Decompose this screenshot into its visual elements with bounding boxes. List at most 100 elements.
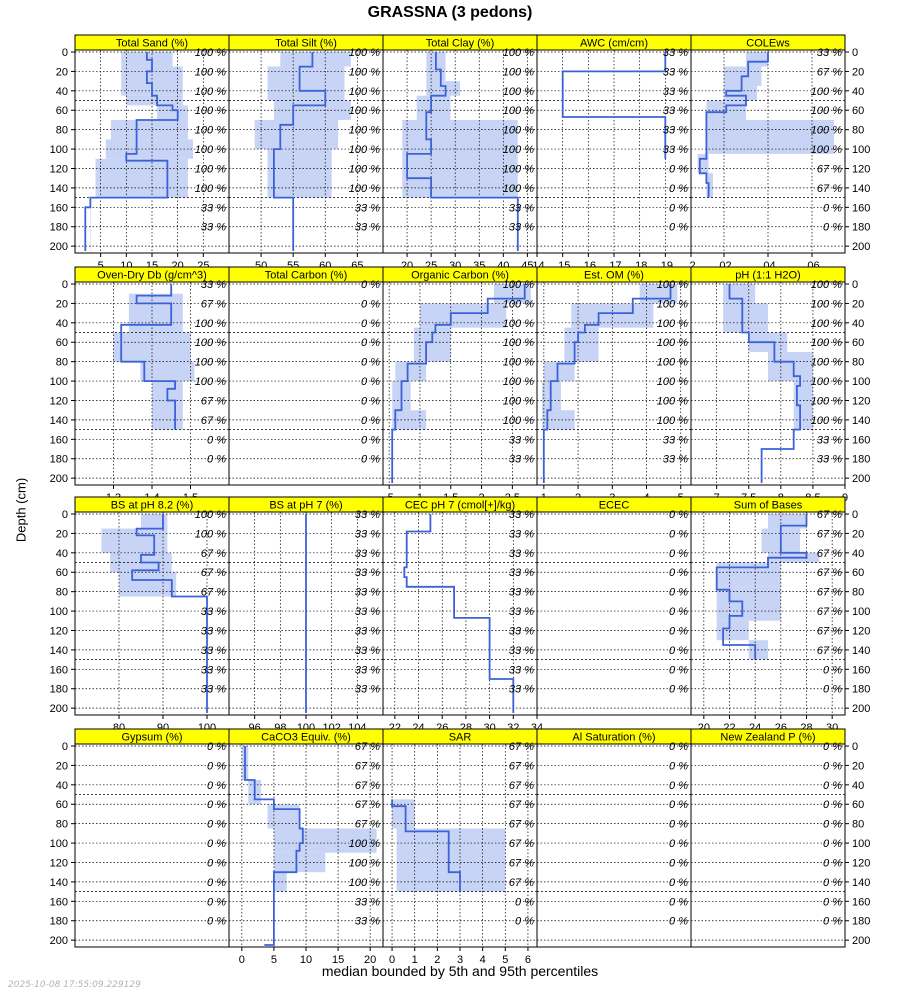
panel-20-pct-label-0: 0 % (823, 741, 842, 753)
panel-14-strip-label: ECEC (599, 500, 630, 512)
panel-3-band-2 (416, 95, 451, 120)
panel-17-pct-label-5: 100 % (349, 838, 380, 850)
panel-16-pct-label-5: 0 % (207, 838, 226, 850)
panel-1-ytick-label-8: 160 (50, 202, 68, 214)
panel-4-pct-label-7: 0 % (669, 183, 688, 195)
panel-5: COLEws 33 % 67 % 100 % 100 % 100 % 100 % 67 % 67… (690, 34, 870, 272)
panel-15-ytick-label-8: 160 (852, 664, 870, 676)
panel-9-pct-label-8: 33 % (663, 434, 688, 446)
panel-5-ytick-label-6: 120 (852, 163, 870, 175)
panel-5-band-5 (697, 153, 709, 174)
panel-10-pct-label-9: 33 % (817, 454, 842, 466)
panel-13-strip-label: CEC pH 7 (cmol[+]/kg) (405, 500, 515, 512)
panel-6-ytick-label-6: 120 (50, 395, 68, 407)
panel-10-band-4 (793, 381, 813, 430)
panel-16-frame (74, 743, 230, 948)
panel-16-plot-area (75, 745, 229, 941)
panel-8-pct-label-7: 100 % (503, 415, 534, 427)
panel-18-pct-label-6: 67 % (509, 857, 534, 869)
panel-2-pct-label-9: 33 % (355, 222, 380, 234)
panel-17-band-3 (273, 828, 377, 853)
panel-8-strip-label: Organic Carbon (%) (411, 270, 509, 282)
panel-5-plot-area (691, 50, 845, 253)
panel-1-ytick-label-6: 120 (50, 163, 68, 175)
panel-17-pct-label-6: 100 % (349, 857, 380, 869)
panel-20-pct-label-9: 0 % (823, 916, 842, 928)
panel-16: Gypsum (%) 0 % 0 % 0 % 0 % 0 % 0 % 0 % 0 % 0 % 0 %… (50, 728, 230, 948)
panel-10-strip-label: pH (1:1 H2O) (735, 270, 800, 282)
panel-7-pct-label-4: 0 % (361, 357, 380, 369)
panel-8-band-5 (392, 410, 427, 430)
panel-17-band-5 (273, 872, 287, 892)
panel-19-pct-label-2: 0 % (669, 780, 688, 792)
panel-10-ytick-label-5: 100 (852, 376, 870, 388)
panel-6-band-0 (128, 293, 183, 333)
panel-13-pct-label-3: 33 % (509, 567, 534, 579)
panel-7-pct-label-7: 0 % (361, 415, 380, 427)
panel-5-band-0 (746, 52, 768, 67)
panel-4-pct-label-8: 0 % (669, 202, 688, 214)
panel-15-pct-label-3: 67 % (817, 567, 842, 579)
panel-15-pct-label-9: 0 % (823, 684, 842, 696)
panel-19-pct-label-4: 0 % (669, 819, 688, 831)
panel-9-strip-label: Est. OM (%) (584, 270, 644, 282)
panel-2-plot-area (229, 50, 383, 253)
panel-2-pct-label-2: 100 % (349, 86, 380, 98)
panel-6-ytick-label-3: 60 (56, 337, 68, 349)
panel-5-ytick-label-8: 160 (852, 202, 870, 214)
panel-16-ytick-label-6: 120 (50, 857, 68, 869)
panel-3-pct-label-4: 100 % (503, 125, 534, 137)
y-axis-title: Depth (cm) (13, 478, 28, 542)
panel-14: ECEC 0 % 0 % 0 % 0 % 0 % 0 % 0 % 0 % 0 % 0 % (536, 496, 692, 716)
panel-8-pct-label-4: 100 % (503, 357, 534, 369)
panel-1-pct-label-7: 100 % (195, 183, 226, 195)
panel-20-plot-area (691, 745, 845, 941)
panel-18-xtick-label-3: 3 (457, 954, 463, 966)
panel-2-pct-label-0: 100 % (349, 47, 380, 59)
panel-8-pct-label-6: 100 % (503, 395, 534, 407)
panel-15-frame (690, 511, 846, 716)
panel-11-ytick-label-0: 0 (62, 509, 68, 521)
panel-13-pct-label-2: 33 % (509, 548, 534, 560)
panel-5-ytick-label-2: 40 (852, 86, 864, 98)
panel-18-pct-label-8: 0 % (515, 896, 534, 908)
panel-20-frame (690, 743, 846, 948)
panel-1-pct-label-5: 100 % (195, 144, 226, 156)
panel-1-median-line (84, 52, 179, 251)
panel-10-pct-label-4: 100 % (811, 357, 842, 369)
panel-1-ytick-label-4: 80 (56, 125, 68, 137)
panel-17-band-2 (267, 804, 300, 829)
panel-13-pct-label-6: 33 % (509, 625, 534, 637)
panel-10-pct-label-5: 100 % (811, 376, 842, 388)
panel-20-pct-label-6: 0 % (823, 857, 842, 869)
panel-1-ytick-label-0: 0 (62, 47, 68, 59)
panel-13-pct-label-4: 33 % (509, 587, 534, 599)
panel-3-pct-label-5: 100 % (503, 144, 534, 156)
panel-14-pct-label-0: 0 % (669, 509, 688, 521)
panel-2: Total Silt (%) 100 % 100 % 100 % 100 % 100 % 1… (228, 34, 384, 272)
panel-6: Oven-Dry Db (g/cm^3)33 % 67 % 100 % 100 % 10… (50, 266, 230, 504)
y-axis-title-text: Depth (cm) (13, 478, 28, 542)
panel-9-pct-label-3: 100 % (657, 337, 688, 349)
panel-20: New Zealand P (%) 0 % 0 % 0 % 0 % 0 % 0 % 0 % 0 … (690, 728, 870, 948)
panel-1-band-2 (126, 95, 183, 106)
panel-5-strip-label: COLEws (746, 38, 790, 50)
panel-1-pct-label-8: 33 % (201, 202, 226, 214)
panel-16-strip-label: Gypsum (%) (121, 732, 182, 744)
panel-16-ytick-label-5: 100 (50, 838, 68, 850)
panel-4-pct-label-9: 0 % (669, 222, 688, 234)
panel-11-ytick-label-2: 40 (56, 548, 68, 560)
panel-6-pct-label-1: 67 % (201, 298, 226, 310)
panel-8-pct-label-9: 33 % (509, 454, 534, 466)
panel-7-plot-area (229, 283, 383, 479)
panel-10-ytick-label-2: 40 (852, 318, 864, 330)
panel-12-pct-label-9: 33 % (355, 684, 380, 696)
panel-1-band-3 (157, 105, 188, 120)
panel-6-band-1 (113, 332, 191, 362)
panel-6-ytick-label-1: 20 (56, 298, 68, 310)
panel-10-pct-label-2: 100 % (811, 318, 842, 330)
panel-16-ytick-label-3: 60 (56, 799, 68, 811)
panel-7-pct-label-8: 0 % (361, 434, 380, 446)
panel-2-median-line (272, 52, 327, 251)
panel-7-pct-label-5: 0 % (361, 376, 380, 388)
